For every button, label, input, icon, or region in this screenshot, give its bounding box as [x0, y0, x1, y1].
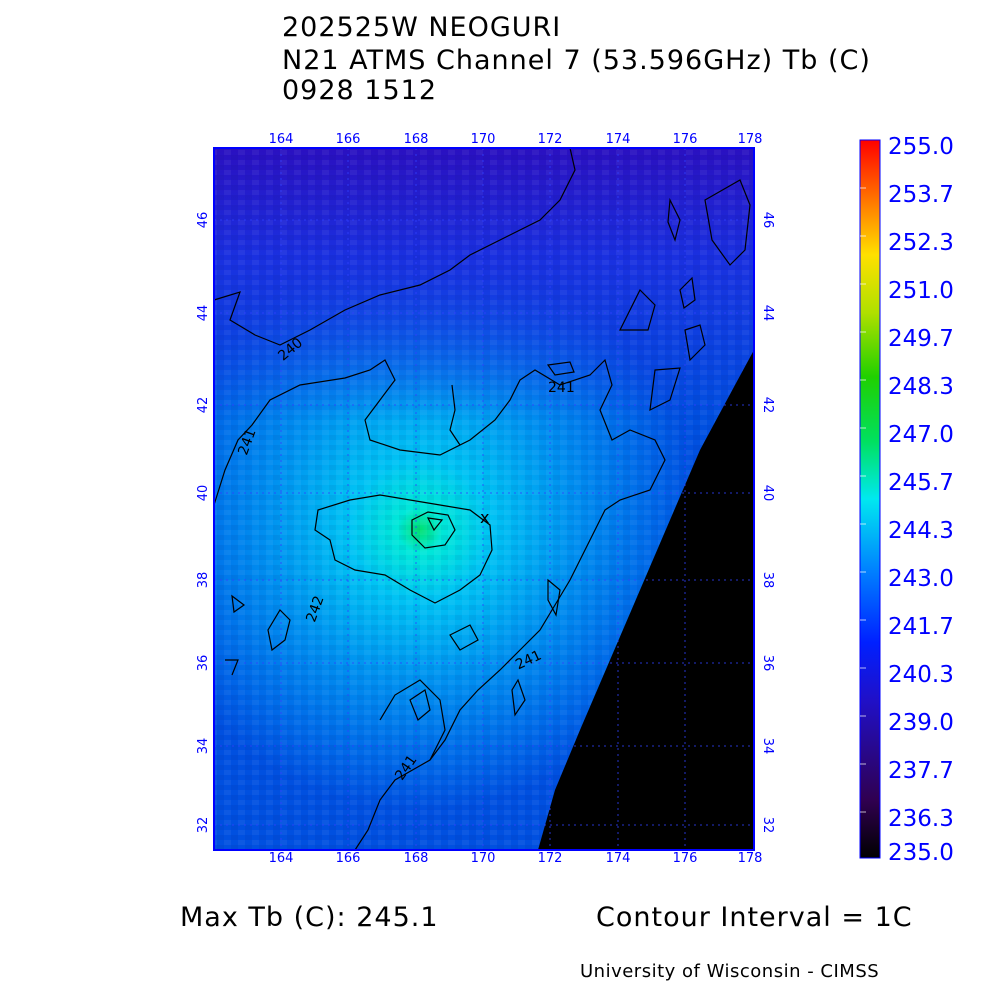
lon-tick-label: 166: [336, 132, 361, 147]
lat-tick-label: 46: [196, 212, 211, 229]
colorbar-label: 243.0: [888, 566, 954, 592]
lat-tick-label: 44: [760, 305, 775, 322]
colorbar-label: 245.7: [888, 470, 954, 496]
product-title: N21 ATMS Channel 7 (53.596GHz) Tb (C): [282, 45, 871, 76]
colorbar-label: 244.3: [888, 518, 954, 544]
lon-tick-label: 166: [336, 851, 361, 866]
lat-tick-label: 44: [196, 305, 211, 322]
lon-tick-label: 168: [404, 132, 429, 147]
contour-lines: [213, 147, 751, 851]
lat-tick-label: 34: [196, 738, 211, 755]
lon-tick-label: 172: [538, 132, 563, 147]
lat-tick-label: 40: [196, 485, 211, 502]
lat-tick-label: 42: [196, 397, 211, 414]
colorbar-label: 241.7: [888, 614, 954, 640]
lon-tick-label: 168: [404, 851, 429, 866]
lon-ticks-bottom: 164 166 168 170 172 174 176 178: [269, 851, 763, 866]
contour-label: 241: [548, 380, 575, 396]
lat-tick-label: 36: [760, 655, 775, 672]
lat-tick-label: 36: [196, 655, 211, 672]
contour-interval-label: Contour Interval = 1C: [596, 902, 913, 933]
lat-tick-label: 46: [760, 212, 775, 229]
lat-lon-grid: [214, 148, 754, 850]
colorbar-label: 255.0: [888, 134, 954, 160]
lon-tick-label: 164: [269, 132, 294, 147]
lat-ticks-right: 46 44 42 40 38 36 34 32: [760, 212, 775, 834]
lat-ticks-left: 46 44 42 40 38 36 34 32: [196, 212, 211, 834]
lat-tick-label: 38: [196, 572, 211, 589]
lon-tick-label: 170: [471, 851, 496, 866]
lon-tick-label: 170: [471, 132, 496, 147]
map-frame: [213, 147, 755, 851]
brightness-temperature-field: [214, 148, 754, 850]
colorbar-label: 237.7: [888, 758, 954, 784]
lon-tick-label: 174: [606, 132, 631, 147]
colorbar-label: 236.3: [888, 806, 954, 832]
lon-tick-label: 164: [269, 851, 294, 866]
colorbar-label: 248.3: [888, 374, 954, 400]
colorbar-label: 249.7: [888, 326, 954, 352]
colorbar-label: 239.0: [888, 710, 954, 736]
storm-title: 202525W NEOGURI: [282, 12, 562, 43]
credit-label: University of Wisconsin - CIMSS: [580, 961, 880, 982]
max-tb-label: Max Tb (C): 245.1: [180, 902, 439, 933]
lon-tick-label: 178: [738, 851, 763, 866]
lat-tick-label: 42: [760, 397, 775, 414]
lon-tick-label: 174: [606, 851, 631, 866]
lat-tick-label: 32: [760, 817, 775, 834]
storm-center-marker: x: [480, 508, 489, 527]
colorbar: [859, 139, 881, 859]
datetime-title: 0928 1512: [282, 75, 438, 106]
lat-tick-label: 40: [760, 485, 775, 502]
colorbar-label: 253.7: [888, 182, 954, 208]
lat-tick-label: 32: [196, 817, 211, 834]
lon-tick-label: 178: [738, 132, 763, 147]
colorbar-label: 240.3: [888, 662, 954, 688]
colorbar-label: 251.0: [888, 278, 954, 304]
lon-ticks-top: 164 166 168 170 172 174 176 178: [269, 132, 763, 147]
colorbar-label: 247.0: [888, 422, 954, 448]
colorbar-label: 252.3: [888, 230, 954, 256]
lon-tick-label: 176: [673, 851, 698, 866]
colorbar-ticks: [860, 187, 866, 813]
lon-tick-label: 176: [673, 132, 698, 147]
lat-tick-label: 38: [760, 572, 775, 589]
lat-tick-label: 34: [760, 738, 775, 755]
lon-tick-label: 172: [538, 851, 563, 866]
no-data-region: [538, 350, 754, 850]
colorbar-label: 235.0: [888, 840, 954, 866]
